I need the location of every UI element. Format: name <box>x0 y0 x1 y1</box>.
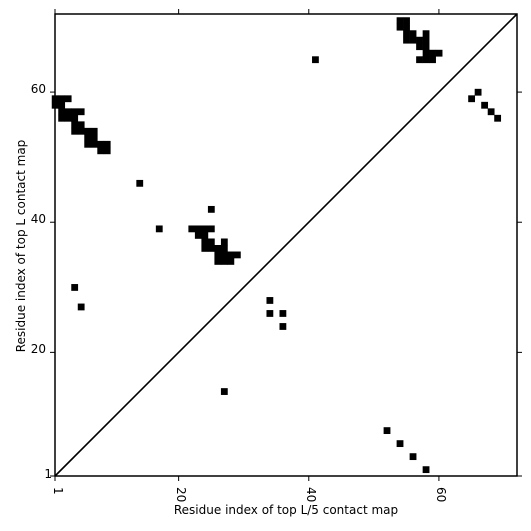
top-l-contact-point-64 <box>403 36 410 44</box>
top-l5-contact-point-0 <box>383 427 391 435</box>
top-l-contact-point-43 <box>220 251 228 259</box>
top-l-contact-point-32 <box>207 225 215 233</box>
top-l-contact-point-23 <box>103 140 111 148</box>
top-l-contact-point-21 <box>90 140 98 148</box>
top-l-contact-point-44 <box>227 251 235 259</box>
top-l-contact-point-65 <box>409 36 417 44</box>
top-l-contact-point-5 <box>58 108 66 116</box>
top-l-contact-point-49 <box>71 284 79 291</box>
top-l-contact-point-45 <box>233 251 241 259</box>
plot-frame <box>54 13 518 477</box>
top-l-contact-point-29 <box>188 225 196 233</box>
top-l-contact-point-15 <box>77 127 85 135</box>
top-l-contact-point-52 <box>266 310 274 317</box>
contact-points <box>51 17 502 474</box>
top-l-contact-point-74 <box>422 56 430 64</box>
top-l-contact-point-68 <box>416 43 423 51</box>
top-l-contact-point-62 <box>409 30 417 38</box>
top-l-contact-point-36 <box>207 238 215 246</box>
top-l-contact-point-79 <box>487 108 495 116</box>
top-l-contact-point-67 <box>422 36 430 44</box>
top-l-contact-point-19 <box>90 134 98 142</box>
top-l-contact-point-37 <box>220 238 228 246</box>
top-l-contact-point-24 <box>97 147 105 155</box>
top-l-contact-point-63 <box>422 30 430 38</box>
top-l-contact-point-72 <box>435 49 443 57</box>
top-l-contact-point-20 <box>84 140 92 148</box>
axis-ticks <box>50 9 522 481</box>
top-l-contact-point-8 <box>77 108 85 116</box>
top-l5-contact-point-1 <box>396 440 404 448</box>
top-l-contact-point-46 <box>214 258 222 265</box>
top-l5-contact-point-3 <box>422 466 430 474</box>
top-l-contact-point-66 <box>416 36 423 44</box>
top-l-contact-point-31 <box>201 225 209 233</box>
top-l-contact-point-25 <box>103 147 111 155</box>
top-l-contact-point-71 <box>429 49 436 57</box>
top-l-contact-point-59 <box>396 23 404 31</box>
top-l-contact-point-47 <box>220 258 228 265</box>
top-l-contact-point-51 <box>266 297 274 304</box>
top-l-contact-point-61 <box>403 30 410 38</box>
top-l-contact-point-9 <box>58 114 66 122</box>
top-l-contact-point-1 <box>58 95 66 103</box>
top-l-contact-point-56 <box>312 56 319 64</box>
diagonal-line <box>54 13 518 477</box>
top-l-contact-point-50 <box>77 303 85 311</box>
top-l-contact-point-38 <box>201 245 209 252</box>
top-l-contact-point-53 <box>279 310 287 317</box>
top-l-contact-point-34 <box>201 231 209 239</box>
top-l-contact-point-77 <box>468 95 476 103</box>
top-l-contact-point-6 <box>64 108 72 116</box>
top-l-contact-point-17 <box>90 127 98 135</box>
top-l-contact-point-40 <box>214 245 222 252</box>
top-l-contact-point-28 <box>207 205 215 213</box>
x-tick-label-60: 60 <box>434 487 448 502</box>
top-l-contact-point-7 <box>71 108 79 116</box>
top-l-contact-point-16 <box>84 127 92 135</box>
top-l-contact-point-58 <box>403 17 410 25</box>
top-l-contact-point-69 <box>422 43 430 51</box>
x-tick-label-1: 1 <box>51 487 65 495</box>
x-tick-label-20: 20 <box>174 487 188 502</box>
top-l-contact-point-55 <box>220 388 228 395</box>
top-l-contact-point-14 <box>71 127 79 135</box>
top-l-contact-point-42 <box>214 251 222 259</box>
top-l-contact-point-4 <box>58 101 66 109</box>
top-l-contact-point-10 <box>64 114 72 122</box>
top-l-contact-point-2 <box>64 95 72 103</box>
top-l-contact-point-60 <box>403 23 410 31</box>
y-tick-label-40: 40 <box>31 212 46 226</box>
top-l-contact-point-18 <box>84 134 92 142</box>
top-l-contact-point-35 <box>201 238 209 246</box>
top-l-contact-point-57 <box>396 17 404 25</box>
top-l-contact-point-27 <box>155 225 163 233</box>
y-tick-label-60: 60 <box>31 82 46 96</box>
x-axis-label: Residue index of top L/5 contact map <box>174 503 398 517</box>
top-l-contact-point-48 <box>227 258 235 265</box>
top-l-contact-point-13 <box>77 121 85 129</box>
top-l-contact-point-26 <box>136 179 144 187</box>
top-l-contact-point-30 <box>194 225 202 233</box>
top-l-contact-point-54 <box>279 323 287 330</box>
top-l-contact-point-70 <box>422 49 430 57</box>
top-l-contact-point-76 <box>474 88 482 96</box>
top-l-contact-point-22 <box>97 140 105 148</box>
top-l-contact-point-33 <box>194 231 202 239</box>
top-l-contact-point-39 <box>207 245 215 252</box>
top-l-contact-point-41 <box>220 245 228 252</box>
top-l-contact-point-75 <box>429 56 436 64</box>
top-l-contact-point-80 <box>494 114 502 122</box>
top-l-contact-point-11 <box>71 114 79 122</box>
top-l-contact-point-73 <box>416 56 423 64</box>
y-axis-label: Residue index of top L contact map <box>14 140 28 353</box>
y-tick-label-20: 20 <box>31 342 46 356</box>
top-l-contact-point-78 <box>481 101 489 109</box>
y-tick-label-1: 1 <box>44 467 52 481</box>
top-l5-contact-point-2 <box>409 453 417 461</box>
top-l-contact-point-12 <box>71 121 79 129</box>
x-tick-label-40: 40 <box>304 487 318 502</box>
